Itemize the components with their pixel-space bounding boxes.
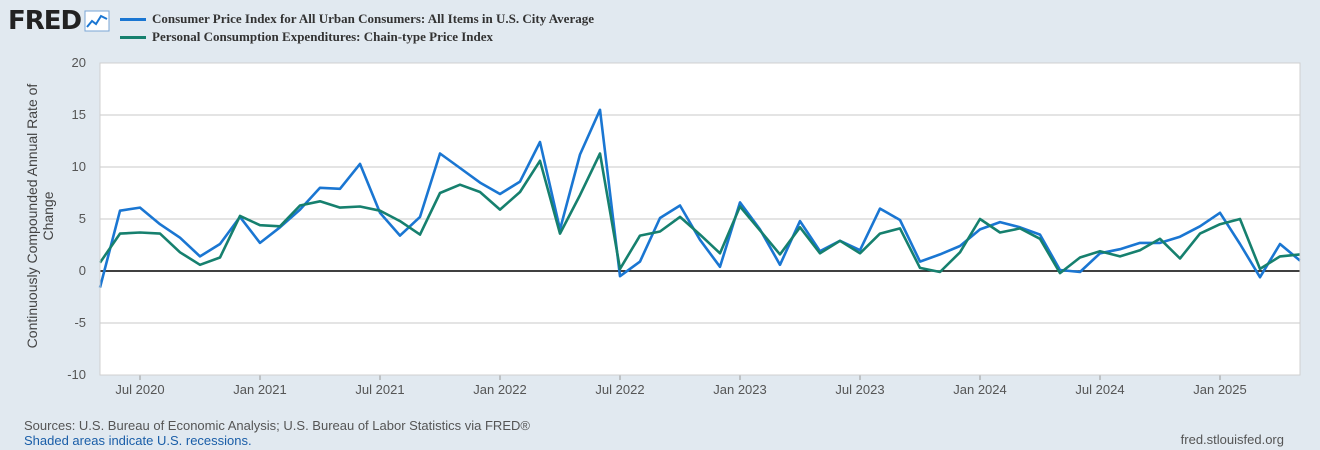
chart-line-icon (84, 10, 110, 32)
footer-sources: Sources: U.S. Bureau of Economic Analysi… (24, 418, 530, 448)
x-tick-label: Jan 2024 (953, 382, 1007, 397)
series-line-cpi[interactable] (98, 108, 1301, 288)
x-tick-label: Jan 2021 (233, 382, 287, 397)
legend-item-cpi[interactable]: Consumer Price Index for All Urban Consu… (120, 10, 594, 28)
x-tick-label: Jul 2022 (595, 382, 644, 397)
recession-note[interactable]: Shaded areas indicate U.S. recessions. (24, 433, 252, 448)
legend-item-pce[interactable]: Personal Consumption Expenditures: Chain… (120, 28, 594, 46)
legend-swatch-cpi (120, 17, 146, 21)
sources-text: Sources: U.S. Bureau of Economic Analysi… (24, 418, 530, 433)
y-tick-label: -5 (74, 315, 86, 330)
y-tick-label: 10 (72, 159, 86, 174)
x-tick-label: Jul 2023 (835, 382, 884, 397)
legend: Consumer Price Index for All Urban Consu… (120, 10, 594, 46)
plot-border (99, 62, 1301, 376)
legend-swatch-pce (120, 35, 146, 39)
x-tick-label: Jan 2022 (473, 382, 527, 397)
x-tick-label: Jul 2020 (115, 382, 164, 397)
y-tick-label: 5 (79, 211, 86, 226)
legend-label-pce: Personal Consumption Expenditures: Chain… (152, 29, 494, 44)
fred-logo[interactable]: FRED (8, 6, 110, 36)
x-tick-label: Jan 2023 (713, 382, 767, 397)
x-tick-label: Jul 2024 (1075, 382, 1124, 397)
line-chart: 20 15 10 5 0 -5 -10 Jul 2020 Jan 2021 Jul 2021 Ja… (67, 55, 1301, 397)
y-tick-label: 15 (72, 107, 86, 122)
series-line-pce[interactable] (98, 152, 1301, 275)
y-tick-label: -10 (67, 367, 86, 382)
x-tick-label: Jul 2021 (355, 382, 404, 397)
site-url[interactable]: fred.stlouisfed.org (1180, 432, 1284, 447)
x-tick-label: Jan 2025 (1193, 382, 1247, 397)
logo-text: FRED (8, 6, 82, 36)
legend-label-cpi: Consumer Price Index for All Urban Consu… (152, 11, 594, 26)
y-tick-label: 0 (79, 263, 86, 278)
y-tick-label: 20 (72, 55, 86, 70)
